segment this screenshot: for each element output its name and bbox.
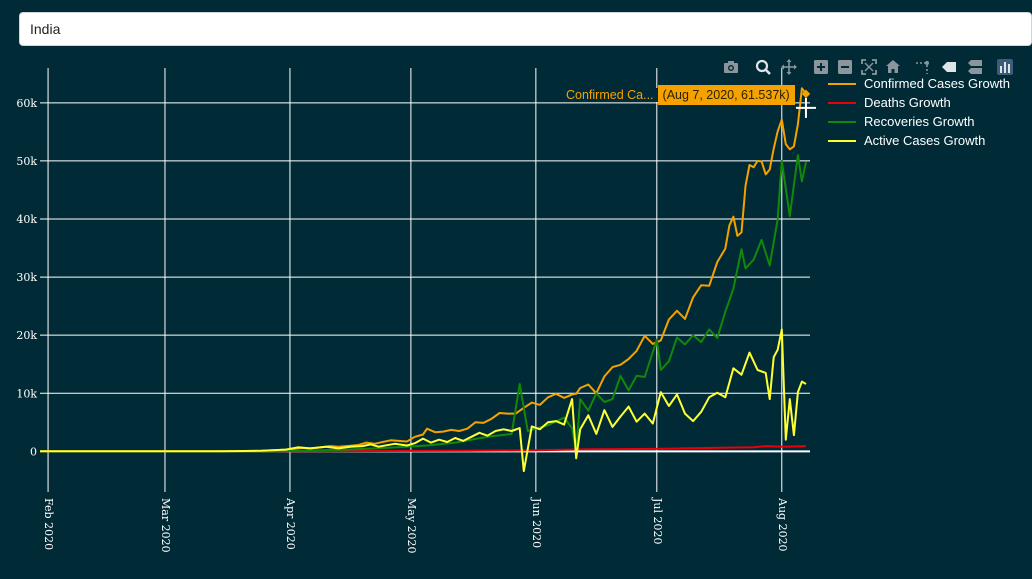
legend-swatch <box>828 120 856 123</box>
y-tick-label: 30k <box>16 271 37 284</box>
legend-item[interactable]: Active Cases Growth <box>828 131 1010 150</box>
legend-swatch <box>828 101 856 104</box>
hover-tooltip: Confirmed Ca... (Aug 7, 2020, 61.537k) <box>566 84 795 105</box>
x-tick-label: Apr 2020 <box>284 497 297 550</box>
series-layer <box>39 87 807 473</box>
x-tick-label: Jun 2020 <box>530 497 543 548</box>
y-tick-label: 0 <box>30 445 37 458</box>
camera-icon[interactable] <box>722 58 740 76</box>
x-axis-ticks: Feb 2020 Mar 2020 Apr 2020 May 2020 Jun 2020… <box>42 497 789 554</box>
legend-label: Recoveries Growth <box>864 114 975 129</box>
x-tick-label: Aug 2020 <box>776 497 789 552</box>
x-tick-label: May 2020 <box>405 498 418 554</box>
legend-label: Confirmed Cases Growth <box>864 76 1010 91</box>
reset-axes-icon[interactable] <box>884 58 902 76</box>
zoom-icon[interactable] <box>754 58 772 76</box>
x-tick-label: Feb 2020 <box>42 498 55 550</box>
pan-icon[interactable] <box>780 58 798 76</box>
series-line <box>39 328 807 473</box>
country-search-input[interactable]: India <box>19 12 1032 46</box>
legend-swatch <box>828 82 856 85</box>
hover-closest-icon[interactable] <box>940 58 958 76</box>
y-tick-label: 60k <box>16 97 37 110</box>
hover-series-name: Confirmed Ca... <box>566 87 658 102</box>
y-axis-ticks: 0 10k 20k 30k 40k 50k 60k <box>16 97 37 458</box>
x-tick-label: Jul 2020 <box>651 497 664 545</box>
series-line <box>40 87 807 453</box>
series-line <box>40 154 807 453</box>
legend-swatch <box>828 139 856 142</box>
legend-label: Deaths Growth <box>864 95 951 110</box>
autoscale-icon[interactable] <box>860 58 878 76</box>
y-tick-label: 20k <box>16 329 37 342</box>
hover-compare-icon[interactable] <box>966 58 984 76</box>
zoom-in-icon[interactable] <box>812 58 830 76</box>
plotly-logo-icon[interactable] <box>996 58 1014 76</box>
y-tick-label: 10k <box>16 387 37 400</box>
y-tick-label: 50k <box>16 155 37 168</box>
grid-layer <box>40 68 810 492</box>
y-tick-label: 40k <box>16 213 37 226</box>
spike-lines-icon[interactable] <box>914 58 932 76</box>
legend-item[interactable]: Recoveries Growth <box>828 112 1010 131</box>
x-tick-label: Mar 2020 <box>159 498 172 553</box>
zoom-out-icon[interactable] <box>836 58 854 76</box>
legend-label: Active Cases Growth <box>864 133 986 148</box>
hover-point-value: (Aug 7, 2020, 61.537k) <box>657 84 795 105</box>
legend-item[interactable]: Deaths Growth <box>828 93 1010 112</box>
chart-legend: Confirmed Cases Growth Deaths Growth Recov… <box>828 74 1010 150</box>
legend-item[interactable]: Confirmed Cases Growth <box>828 74 1010 93</box>
